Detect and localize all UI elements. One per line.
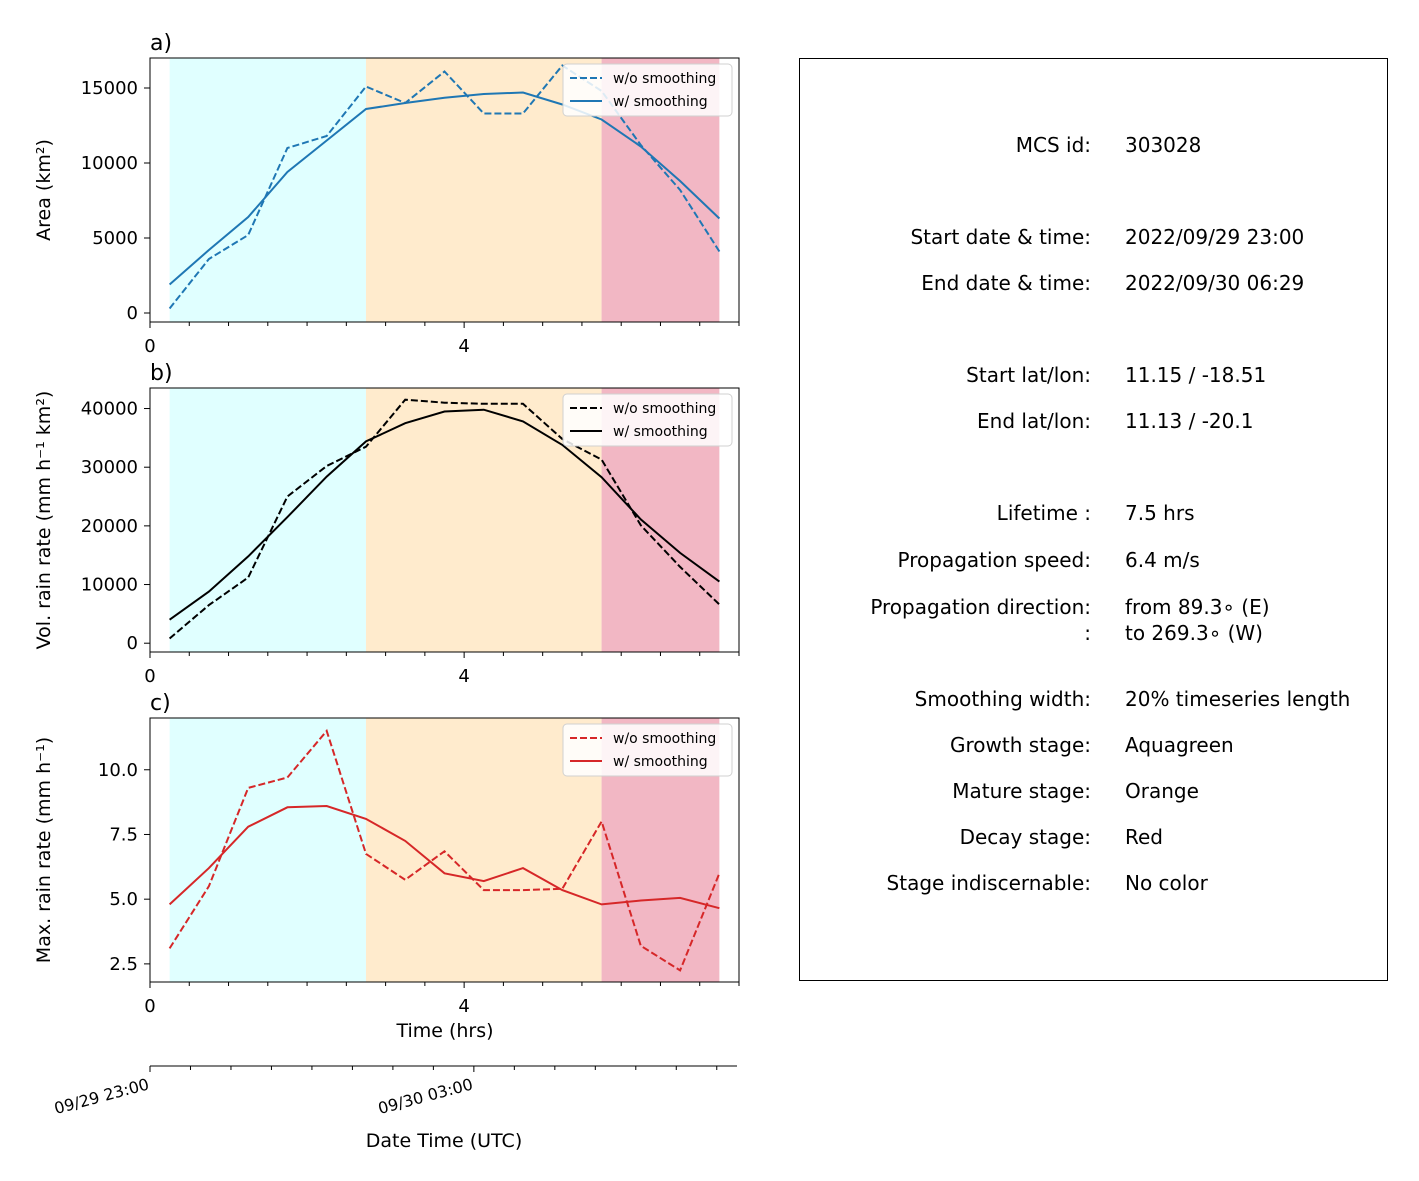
panel-label: b) xyxy=(150,361,173,386)
y-tick-label: 10000 xyxy=(81,153,138,174)
x-tick-label: 4 xyxy=(458,336,469,357)
y-tick-label: 10000 xyxy=(81,575,138,596)
growth-stage-band xyxy=(169,388,366,652)
legend-box xyxy=(562,393,733,447)
unsmoothed-series-line xyxy=(168,728,721,972)
info-key: Smoothing width: xyxy=(914,687,1091,711)
x-tick-label: 0 xyxy=(144,336,155,357)
y-tick-label: 5.0 xyxy=(109,889,138,910)
y-axis-label: Vol. rain rate (mm h⁻¹ km²) xyxy=(33,391,55,650)
axes-frame xyxy=(149,57,740,323)
time-axis-label: Time (hrs) xyxy=(395,1020,493,1042)
info-key: Mature stage: xyxy=(952,779,1091,803)
legend-entry: w/o smoothing xyxy=(613,71,716,87)
y-tick-label: 10.0 xyxy=(98,760,138,781)
legend-entry: w/ smoothing xyxy=(613,754,708,770)
info-key: : xyxy=(1084,621,1091,645)
y-tick-label: 5000 xyxy=(92,228,138,249)
chart-area: 0 4 0 5000 10000 15000 a) Area (km²) w/o smoothi… xyxy=(33,31,740,1152)
x-tick-label: 4 xyxy=(458,666,469,687)
info-value: 6.4 m/s xyxy=(1125,548,1200,572)
info-value: 11.15 / -18.51 xyxy=(1125,363,1267,387)
smoothed-series-line xyxy=(168,804,720,910)
y-axis-label: Area (km²) xyxy=(33,139,55,241)
y-tick-label: 0 xyxy=(127,633,138,654)
info-value: 20% timeseries length xyxy=(1125,687,1351,711)
mature-stage-band xyxy=(365,388,602,652)
panel-label: a) xyxy=(150,31,172,56)
unsmoothed-series-line xyxy=(168,398,721,640)
info-key: Decay stage: xyxy=(959,825,1091,849)
panel-a: 0 4 0 5000 10000 15000 a) Area (km²) w/o smoothi… xyxy=(33,31,740,357)
info-value: Red xyxy=(1125,825,1163,849)
info-key: End lat/lon: xyxy=(977,409,1091,433)
info-value: No color xyxy=(1125,871,1208,895)
info-key: Propagation direction: xyxy=(870,595,1091,619)
legend-entry: w/ smoothing xyxy=(613,424,708,440)
y-tick-label: 0 xyxy=(127,303,138,324)
datetime-axis: 09/29 23:00 09/30 03:00 xyxy=(52,1065,737,1119)
y-tick-label: 15000 xyxy=(81,78,138,99)
info-key: Start date & time: xyxy=(910,225,1091,249)
panel-c: 0 4 2.5 5.0 7.5 10.0 c) Max. rain rate (mm h⁻¹)… xyxy=(33,691,740,1017)
x-tick-label: 0 xyxy=(144,666,155,687)
y-tick-label: 40000 xyxy=(81,399,138,420)
legend: w/o smoothing w/ smoothing xyxy=(562,393,733,447)
info-value: 11.13 / -20.1 xyxy=(1125,409,1254,433)
info-value: 303028 xyxy=(1125,133,1202,157)
y-tick-label: 20000 xyxy=(81,516,138,537)
info-value: from 89.3∘ (E) xyxy=(1125,595,1270,619)
mature-stage-band xyxy=(365,718,602,982)
legend-entry: w/o smoothing xyxy=(613,731,716,747)
axes-frame xyxy=(149,717,740,983)
y-tick-label: 2.5 xyxy=(109,954,138,975)
y-axis-label: Max. rain rate (mm h⁻¹) xyxy=(33,737,55,963)
info-key: Growth stage: xyxy=(949,733,1091,757)
smoothed-series-line xyxy=(169,408,720,621)
info-key: End date & time: xyxy=(921,271,1091,295)
datetime-tick-label: 09/30 03:00 xyxy=(376,1075,475,1119)
x-tick-label: 0 xyxy=(144,996,155,1017)
datetime-axis-label: Date Time (UTC) xyxy=(366,1130,522,1152)
info-key: Propagation speed: xyxy=(897,548,1091,572)
info-key: Lifetime : xyxy=(996,501,1091,525)
info-key: MCS id: xyxy=(1015,133,1091,157)
smoothed-series-line xyxy=(168,91,721,286)
info-key: Stage indiscernable: xyxy=(886,871,1091,895)
axes-frame xyxy=(149,387,740,653)
legend: w/o smoothing w/ smoothing xyxy=(562,63,733,117)
growth-stage-band xyxy=(169,718,366,982)
legend-entry: w/ smoothing xyxy=(613,94,708,110)
info-value: Aquagreen xyxy=(1125,733,1234,757)
legend-box xyxy=(562,63,733,117)
legend-box xyxy=(562,723,733,777)
info-value: 7.5 hrs xyxy=(1125,501,1195,525)
info-value: to 269.3∘ (W) xyxy=(1125,621,1263,645)
y-tick-label: 30000 xyxy=(81,457,138,478)
x-tick-label: 4 xyxy=(458,996,469,1017)
info-value: Orange xyxy=(1125,779,1199,803)
growth-stage-band xyxy=(169,58,366,322)
panel-label: c) xyxy=(150,691,171,716)
legend-entry: w/o smoothing xyxy=(613,401,716,417)
legend: w/o smoothing w/ smoothing xyxy=(562,723,733,777)
y-tick-label: 7.5 xyxy=(109,824,138,845)
mcs-info-panel: MCS id: 303028 Start date & time: 2022/09/2… xyxy=(799,58,1388,981)
panel-b: 0 4 0 10000 20000 30000 40000 b) Vol. rain rate … xyxy=(33,361,740,687)
info-value: 2022/09/30 06:29 xyxy=(1125,271,1305,295)
datetime-tick-label: 09/29 23:00 xyxy=(52,1075,151,1119)
unsmoothed-series-line xyxy=(168,64,721,310)
info-key: Start lat/lon: xyxy=(966,363,1091,387)
info-value: 2022/09/29 23:00 xyxy=(1125,225,1305,249)
